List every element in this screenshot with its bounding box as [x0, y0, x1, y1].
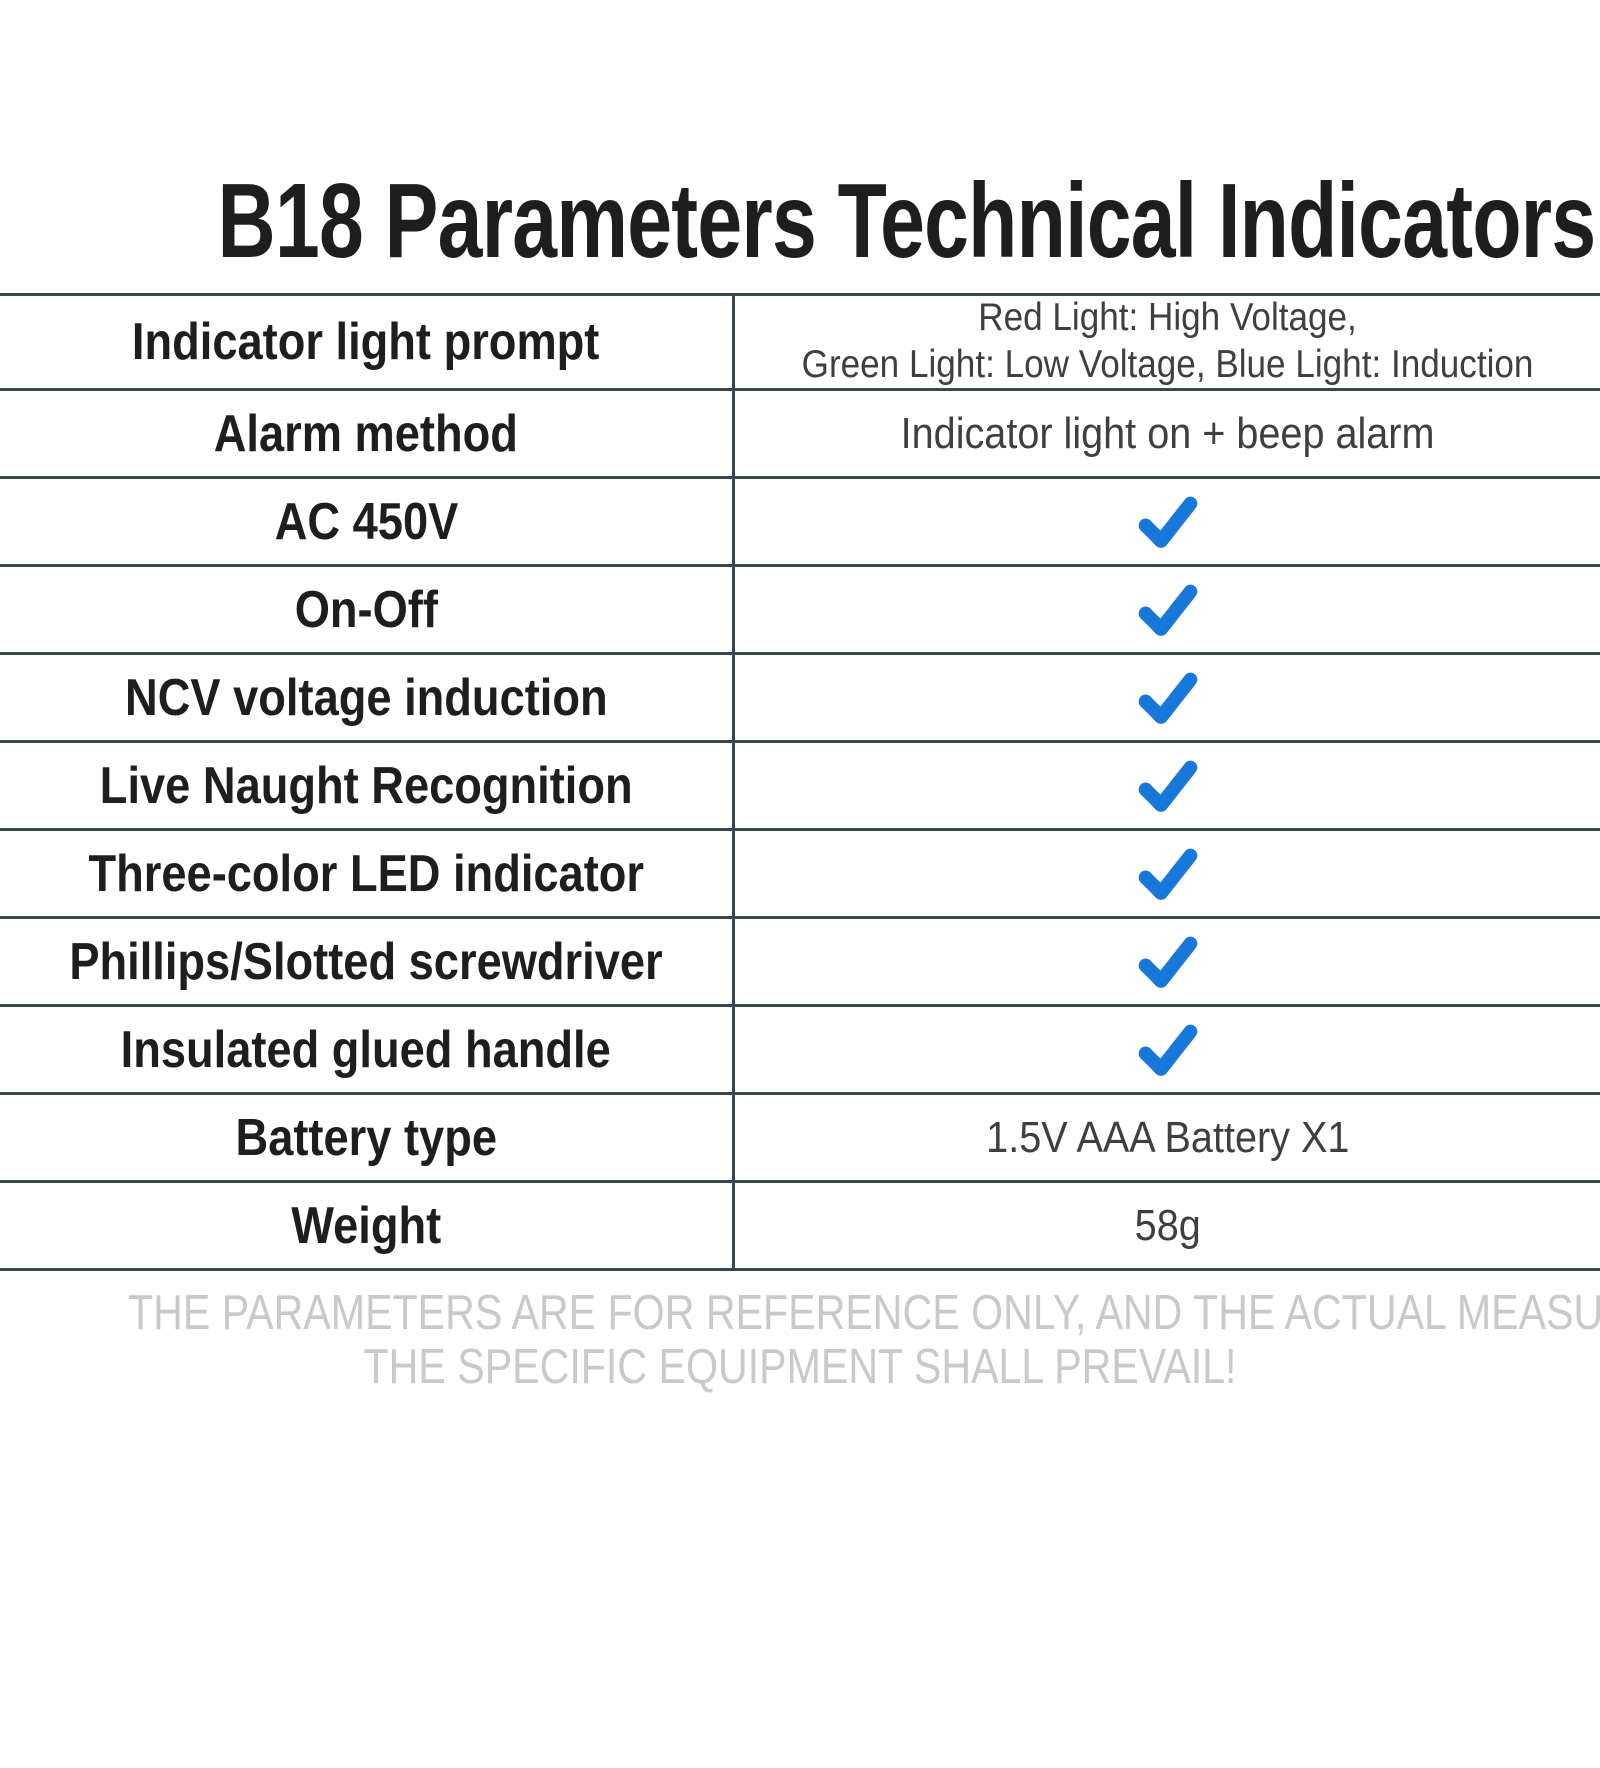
row-value-cell [735, 1007, 1600, 1092]
table-row: Phillips/Slotted screwdriver [0, 919, 1600, 1007]
row-value: 58g [1134, 1200, 1201, 1250]
page-title-text: B18 Parameters Technical Indicators [217, 162, 1597, 280]
row-label-cell: NCV voltage induction [0, 655, 735, 740]
check-icon-stroke [1138, 496, 1197, 548]
table-row: Live Naught Recognition [0, 743, 1600, 831]
check-icon-stroke [1138, 848, 1197, 900]
check-icon [1138, 936, 1197, 988]
row-value-cell: Red Light: High Voltage, Green Light: Lo… [735, 296, 1600, 388]
check-icon-stroke [1138, 936, 1197, 988]
row-value: 1.5V AAA Battery X1 [985, 1112, 1350, 1162]
check-icon [1138, 760, 1197, 812]
row-value-cell: 58g [735, 1183, 1600, 1268]
row-label-cell: Insulated glued handle [0, 1007, 735, 1092]
page-title: B18 Parameters Technical Indicators [0, 168, 1600, 274]
row-value-line: Green Light: Low Voltage, Blue Light: In… [801, 343, 1534, 386]
row-label: On-Off [294, 580, 438, 639]
table-row: Indicator light prompt Red Light: High V… [0, 296, 1600, 391]
row-value-cell: Indicator light on + beep alarm [735, 391, 1600, 476]
row-label-cell: Weight [0, 1183, 735, 1268]
table-row: NCV voltage induction [0, 655, 1600, 743]
row-value-cell [735, 479, 1600, 564]
row-value-cell: 1.5V AAA Battery X1 [735, 1095, 1600, 1180]
row-label: Weight [291, 1196, 441, 1255]
table-row: On-Off [0, 567, 1600, 655]
row-label-cell: Alarm method [0, 391, 735, 476]
row-value-line: Red Light: High Voltage, [978, 296, 1357, 340]
row-label: Live Naught Recognition [99, 756, 633, 815]
check-icon-stroke [1138, 1024, 1197, 1076]
row-label: Indicator light prompt [132, 313, 600, 371]
check-icon [1138, 496, 1197, 548]
footer-note: THE PARAMETERS ARE FOR REFERENCE ONLY, A… [0, 1286, 1600, 1395]
check-icon-stroke [1138, 584, 1197, 636]
row-value-cell [735, 567, 1600, 652]
check-icon [1138, 848, 1197, 900]
row-value-cell [735, 655, 1600, 740]
row-label-cell: Phillips/Slotted screwdriver [0, 919, 735, 1004]
row-label: AC 450V [274, 492, 458, 551]
table-row: Insulated glued handle [0, 1007, 1600, 1095]
table-row: Weight 58g [0, 1183, 1600, 1271]
row-value-cell [735, 743, 1600, 828]
footer-line: THE PARAMETERS ARE FOR REFERENCE ONLY, A… [128, 1286, 1600, 1340]
row-label: Alarm method [213, 404, 519, 463]
row-label-cell: Indicator light prompt [0, 296, 735, 388]
row-value: Indicator light on + beep alarm [900, 408, 1435, 458]
table-row: Three-color LED indicator [0, 831, 1600, 919]
footer-line: THE SPECIFIC EQUIPMENT SHALL PREVAIL! [363, 1339, 1237, 1394]
table-row: Battery type 1.5V AAA Battery X1 [0, 1095, 1600, 1183]
row-label-cell: Battery type [0, 1095, 735, 1180]
check-icon-stroke [1138, 760, 1197, 812]
table-row: Alarm method Indicator light on + beep a… [0, 391, 1600, 479]
row-value-cell [735, 919, 1600, 1004]
row-label: NCV voltage induction [124, 668, 608, 727]
row-label-cell: Three-color LED indicator [0, 831, 735, 916]
check-icon-stroke [1138, 672, 1197, 724]
row-value-cell [735, 831, 1600, 916]
row-value: Red Light: High Voltage, Green Light: Lo… [802, 295, 1534, 389]
row-label-cell: Live Naught Recognition [0, 743, 735, 828]
row-label: Battery type [235, 1108, 497, 1167]
check-icon [1138, 584, 1197, 636]
row-label: Three-color LED indicator [88, 844, 644, 903]
row-label: Phillips/Slotted screwdriver [69, 932, 663, 991]
table-row: AC 450V [0, 479, 1600, 567]
check-icon [1138, 1024, 1197, 1076]
row-label-cell: On-Off [0, 567, 735, 652]
spec-table: Indicator light prompt Red Light: High V… [0, 293, 1600, 1271]
row-label: Insulated glued handle [120, 1020, 612, 1079]
row-label-cell: AC 450V [0, 479, 735, 564]
check-icon [1138, 672, 1197, 724]
